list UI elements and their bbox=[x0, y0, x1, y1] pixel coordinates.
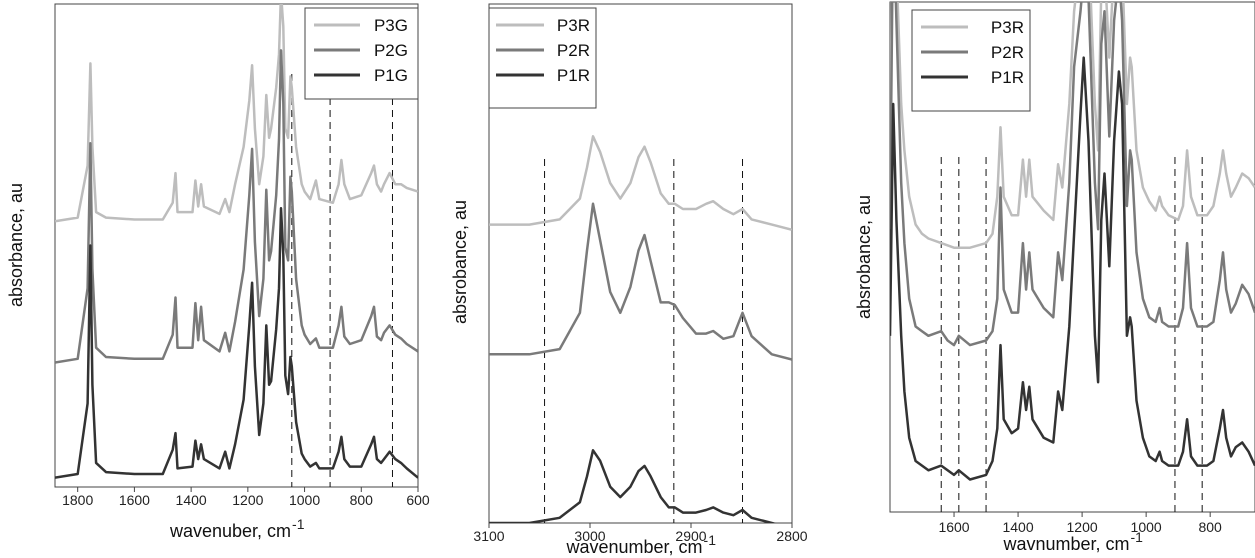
x-tick-label: 1200 bbox=[232, 492, 263, 508]
x-axis-label: wavenuber, cm bbox=[169, 521, 291, 541]
plot-frame bbox=[54, 3, 419, 488]
x-tick-label: 3100 bbox=[473, 528, 504, 544]
legend-label-P2G: P2G bbox=[374, 41, 408, 60]
series-line-P3G bbox=[55, 4, 418, 223]
chart-panel-1: 1800 1600 1400 1200 1000 800 600 P3G P2G P1G absor… bbox=[6, 3, 430, 541]
x-axis-label: wavenumber, cm bbox=[565, 537, 702, 557]
x-tick-label: 800 bbox=[350, 492, 374, 508]
x-tick-label: 1400 bbox=[176, 492, 207, 508]
y-axis-label: absrobance, au bbox=[854, 195, 874, 319]
plot-frame bbox=[488, 3, 793, 524]
series-line-P3R bbox=[489, 135, 792, 232]
chart-panel-2: 3100 3000 2900 2800 P3R P2R P1R absrobance, au w… bbox=[450, 3, 808, 557]
y-axis-label: absorbance, au bbox=[6, 183, 26, 307]
series-group bbox=[55, 4, 418, 479]
series-line-P1G bbox=[55, 207, 418, 479]
x-tick-label: 1800 bbox=[62, 492, 93, 508]
legend-box bbox=[304, 7, 419, 100]
x-tick-label: 1400 bbox=[1002, 519, 1033, 535]
x-tick-label: 1600 bbox=[938, 519, 969, 535]
series-line-P1R bbox=[890, 56, 1255, 481]
x-axis-label: wavnumber, cm bbox=[1002, 534, 1129, 554]
x-tick-label: 1000 bbox=[289, 492, 320, 508]
series-line-P2G bbox=[55, 49, 418, 364]
x-tick-label: 2900 bbox=[675, 528, 706, 544]
legend-label-P3G: P3G bbox=[374, 16, 408, 35]
series-group bbox=[489, 135, 792, 523]
x-tick-label: 800 bbox=[1198, 519, 1222, 535]
chart-panel-3: 1600 1400 1200 1000 800 P3R P2R P1R absrobance, … bbox=[854, 1, 1255, 554]
legend-label-P3R: P3R bbox=[991, 18, 1024, 37]
series-line-P1R bbox=[489, 449, 777, 523]
legend-label-P1R: P1R bbox=[991, 68, 1024, 87]
legend-label-P1G: P1G bbox=[374, 66, 408, 85]
x-tick-label: 2800 bbox=[776, 528, 807, 544]
x-tick-label: 1600 bbox=[119, 492, 150, 508]
x-axis-label-superscript: -1 bbox=[1131, 529, 1144, 545]
series-line-P2R bbox=[489, 202, 792, 361]
x-axis-label-superscript: -1 bbox=[704, 532, 717, 548]
x-tick-label: 600 bbox=[406, 492, 430, 508]
series-group bbox=[890, 2, 1255, 481]
x-tick-label: 1200 bbox=[1067, 519, 1098, 535]
x-tick-label: 1000 bbox=[1131, 519, 1162, 535]
series-line-P3R bbox=[890, 2, 1255, 249]
legend-label-P3R: P3R bbox=[557, 16, 590, 35]
legend-label-P2R: P2R bbox=[557, 41, 590, 60]
series-line-P2R bbox=[890, 2, 1255, 347]
legend-label-P1R: P1R bbox=[557, 66, 590, 85]
legend-label-P2R: P2R bbox=[991, 43, 1024, 62]
x-tick-label: 3000 bbox=[574, 528, 605, 544]
x-axis-label-superscript: -1 bbox=[292, 516, 305, 532]
y-axis-label: absrobance, au bbox=[450, 200, 470, 324]
